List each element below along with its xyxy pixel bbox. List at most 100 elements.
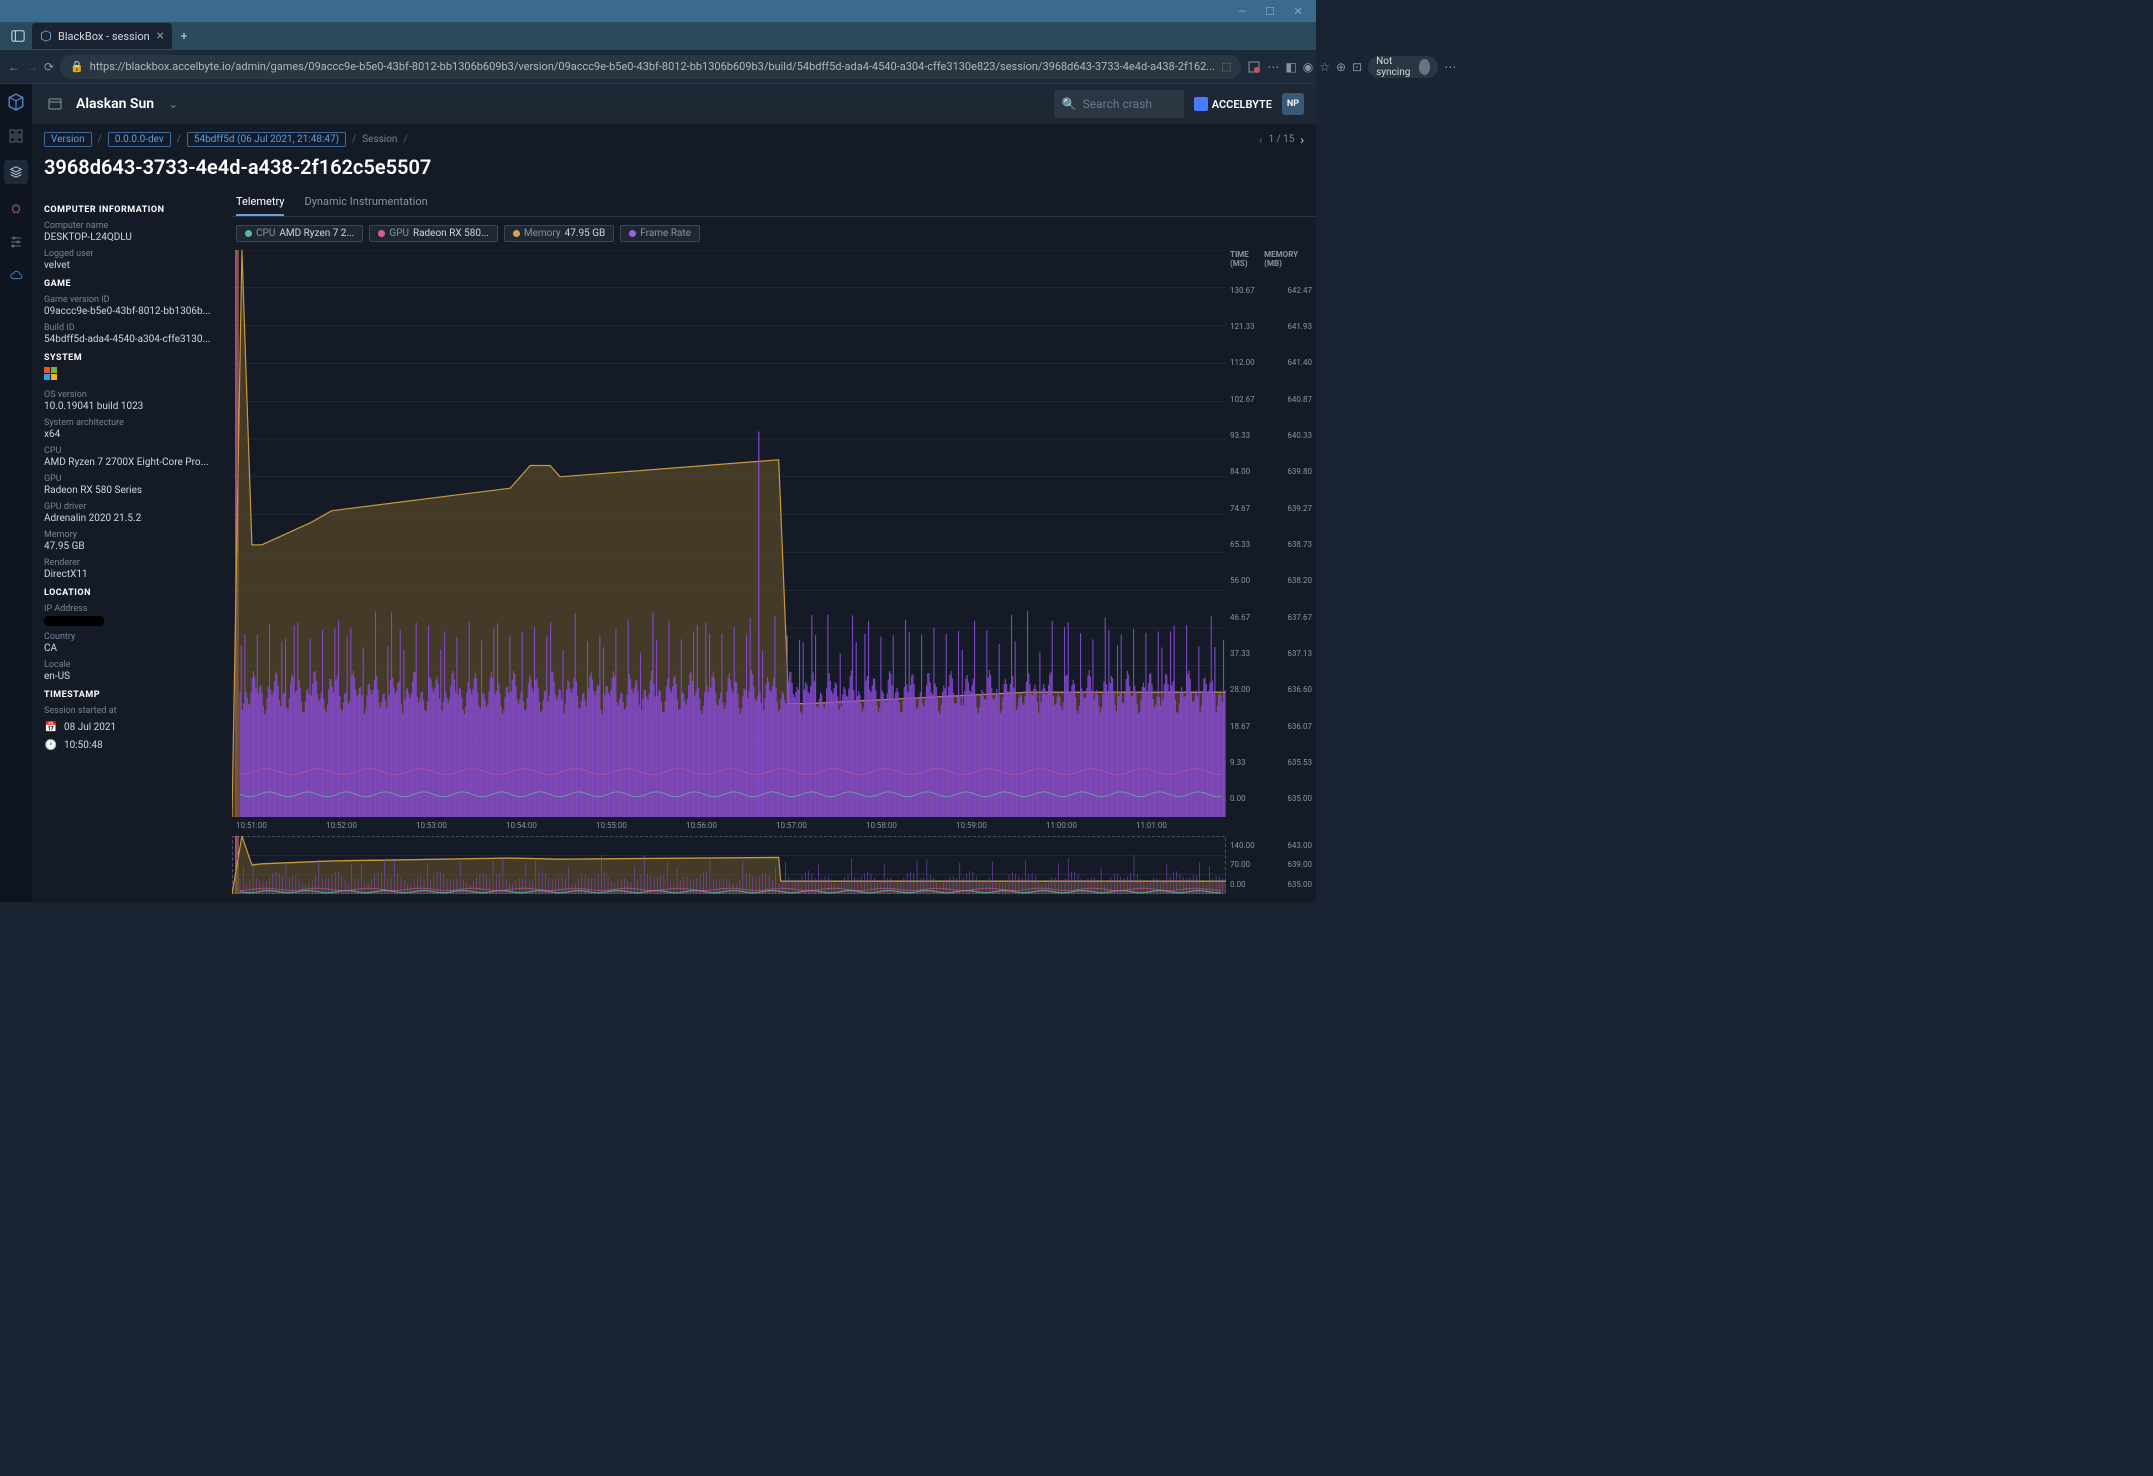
- legend-framerate-label: Frame Rate: [640, 228, 691, 239]
- info-sidebar: COMPUTER INFORMATION Computer name DESKT…: [32, 189, 224, 902]
- value-arch: x64: [44, 429, 216, 440]
- clock-icon: 🕐: [44, 738, 58, 752]
- label-renderer: Renderer: [44, 558, 216, 568]
- tab-close-button[interactable]: ×: [157, 28, 164, 44]
- rail-layers-icon[interactable]: [4, 160, 28, 184]
- tab-sidebar-icon[interactable]: [4, 23, 32, 49]
- label-arch: System architecture: [44, 418, 216, 428]
- header-computer: COMPUTER INFORMATION: [44, 205, 216, 215]
- app-topbar: Alaskan Sun ⌄ 🔍 Search crash ACCELBYTE N…: [32, 84, 1316, 124]
- rail-cloud-icon[interactable]: [6, 266, 26, 286]
- nav-back-button[interactable]: ←: [8, 55, 20, 79]
- value-build-id: 54bdff5d-ada4-4540-a304-cffe3130...: [44, 334, 216, 345]
- ellipsis-h-icon[interactable]: ⋯: [1267, 55, 1279, 79]
- label-ip: IP Address: [44, 604, 216, 614]
- new-tab-button[interactable]: +: [172, 29, 196, 43]
- ext-1-icon[interactable]: [1247, 55, 1261, 79]
- header-timestamp: TIMESTAMP: [44, 690, 216, 700]
- label-session-started: Session started at: [44, 706, 216, 716]
- breadcrumb-build-hash[interactable]: 54bdff5d (06 Jul 2021, 21:48:47): [187, 132, 346, 147]
- label-os: OS version: [44, 390, 216, 400]
- browser-tab-bar: BlackBox - session × +: [0, 22, 1316, 50]
- user-avatar[interactable]: NP: [1282, 93, 1304, 115]
- overview-y-axis: 140.00643.0070.00639.000.00635.00: [1226, 836, 1316, 894]
- label-gpu-driver: GPU driver: [44, 502, 216, 512]
- ext-2-icon[interactable]: ◧: [1285, 55, 1296, 79]
- calendar-icon: 📅: [44, 720, 58, 734]
- value-computer-name: DESKTOP-L24QDLU: [44, 232, 216, 243]
- avatar-icon: [1419, 59, 1431, 75]
- page-indicator: 1 / 15: [1268, 134, 1294, 145]
- app-rail: [0, 84, 32, 902]
- value-gpu: Radeon RX 580 Series: [44, 485, 216, 496]
- sync-label: Not syncing: [1376, 56, 1415, 78]
- legend-framerate[interactable]: Frame Rate: [620, 225, 700, 242]
- rail-bug-icon[interactable]: [6, 198, 26, 218]
- extensions-icon[interactable]: ⊡: [1352, 55, 1362, 79]
- header-system: SYSTEM: [44, 353, 216, 363]
- legend-gpu-label: GPU: [389, 228, 409, 239]
- tab-dynamic[interactable]: Dynamic Instrumentation: [304, 189, 427, 216]
- legend-gpu-value: Radeon RX 580...: [413, 228, 489, 239]
- label-logged-user: Logged user: [44, 249, 216, 259]
- value-session-time: 10:50:48: [64, 740, 103, 751]
- value-country: CA: [44, 643, 216, 654]
- header-location: LOCATION: [44, 588, 216, 598]
- legend-gpu-dot: [378, 230, 385, 237]
- telemetry-chart[interactable]: [232, 250, 1226, 817]
- value-cpu: AMD Ryzen 7 2700X Eight-Core Pro...: [44, 457, 216, 468]
- browser-toolbar: ← → ⟳ 🔒 https://blackbox.accelbyte.io/ad…: [0, 50, 1316, 84]
- breadcrumb-version[interactable]: Version: [44, 132, 92, 147]
- label-build-id: Build ID: [44, 323, 216, 333]
- y-axis-labels: TIME (MS) MEMORY (MB) 130.67642.47121.33…: [1226, 250, 1316, 817]
- url-field[interactable]: 🔒 https://blackbox.accelbyte.io/admin/ga…: [60, 55, 1241, 79]
- cube-icon: [40, 30, 52, 42]
- legend-memory-label: Memory: [524, 228, 561, 239]
- ext-3-icon[interactable]: ◉: [1303, 55, 1313, 79]
- chart-legend: CPU AMD Ryzen 7 2... GPU Radeon RX 580..…: [232, 217, 1316, 250]
- label-computer-name: Computer name: [44, 221, 216, 231]
- overview-chart[interactable]: [232, 836, 1226, 894]
- value-gpu-driver: Adrenalin 2020 21.5.2: [44, 513, 216, 524]
- legend-gpu[interactable]: GPU Radeon RX 580...: [369, 225, 498, 242]
- lock-icon: 🔒: [70, 60, 84, 73]
- nav-refresh-button[interactable]: ⟳: [44, 55, 54, 79]
- window-minimize-button[interactable]: —: [1228, 2, 1256, 20]
- url-text: https://blackbox.accelbyte.io/admin/game…: [90, 60, 1215, 73]
- label-memory: Memory: [44, 530, 216, 540]
- collections-icon[interactable]: ⊕: [1336, 55, 1346, 79]
- rail-sliders-icon[interactable]: [6, 232, 26, 252]
- sync-badge[interactable]: Not syncing: [1368, 56, 1438, 78]
- axis-header-time: TIME (MS): [1230, 250, 1264, 268]
- favorites-icon[interactable]: ☆: [1319, 55, 1330, 79]
- search-placeholder: Search crash: [1083, 97, 1152, 111]
- rail-grid-icon[interactable]: [6, 126, 26, 146]
- value-memory: 47.95 GB: [44, 541, 216, 552]
- game-dropdown-icon[interactable]: ⌄: [168, 97, 178, 111]
- browser-menu-button[interactable]: ⋯: [1444, 55, 1456, 79]
- breadcrumb-build-version[interactable]: 0.0.0.0-dev: [108, 132, 171, 147]
- ip-redacted: [44, 616, 104, 626]
- browser-tab-title: BlackBox - session: [58, 30, 150, 43]
- legend-memory[interactable]: Memory 47.95 GB: [504, 225, 614, 242]
- brand-label: ACCELBYTE: [1194, 97, 1272, 111]
- window-maximize-button[interactable]: ☐: [1256, 2, 1284, 20]
- page-prev-button[interactable]: ‹: [1259, 133, 1263, 147]
- legend-cpu-dot: [245, 230, 252, 237]
- tab-telemetry[interactable]: Telemetry: [236, 189, 284, 216]
- browser-tab[interactable]: BlackBox - session ×: [32, 23, 172, 49]
- content-tabs: Telemetry Dynamic Instrumentation: [232, 189, 1316, 217]
- report-icon[interactable]: ⬚: [1221, 60, 1231, 73]
- brand-text: ACCELBYTE: [1212, 98, 1272, 111]
- brand-logo-icon: [1194, 97, 1208, 111]
- legend-cpu[interactable]: CPU AMD Ryzen 7 2...: [236, 225, 363, 242]
- game-name: Alaskan Sun: [76, 96, 154, 112]
- page-next-button[interactable]: ›: [1300, 133, 1304, 147]
- window-close-button[interactable]: ✕: [1284, 2, 1312, 20]
- topbar-back-button[interactable]: [44, 93, 66, 115]
- windows-icon: [44, 367, 58, 381]
- rail-cube-icon[interactable]: [6, 92, 26, 112]
- nav-forward-button[interactable]: →: [26, 55, 38, 79]
- search-input[interactable]: 🔍 Search crash: [1054, 90, 1184, 118]
- value-game-version: 09accc9e-b5e0-43bf-8012-bb1306b...: [44, 306, 216, 317]
